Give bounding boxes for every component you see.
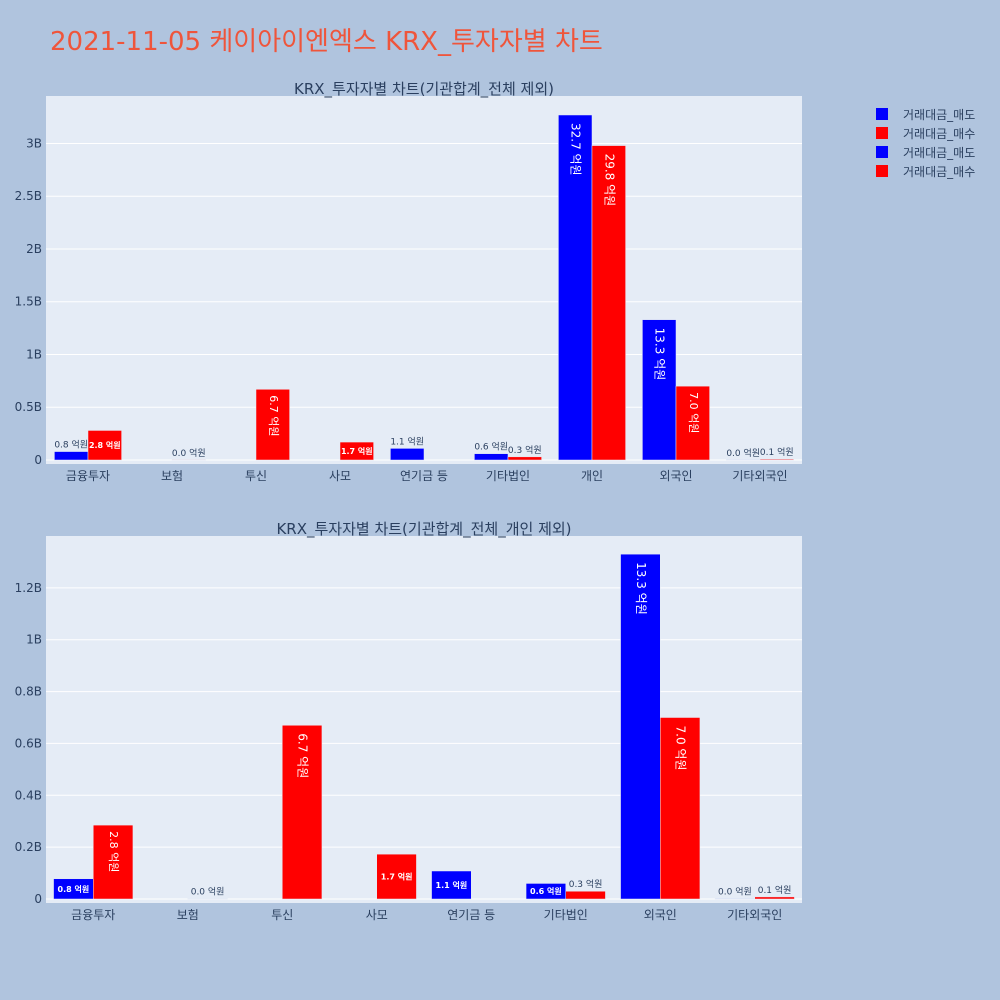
bar[interactable] [507,456,542,461]
bar[interactable] [431,870,472,900]
bar[interactable] [754,896,795,900]
data-label: 13.3 억원 [653,328,667,381]
legend-swatch [876,127,888,139]
data-label: 13.3 억원 [634,562,648,615]
legend-item-buy-2[interactable]: 거래대금_매수 [876,165,975,179]
data-label: 7.0 억원 [687,392,700,433]
data-label: 0.1 억원 [758,884,792,896]
x-tick-label: 투신 [245,469,267,483]
bar[interactable] [591,145,626,461]
data-label: 1.7 억원 [381,872,413,882]
legend-item-buy-1[interactable]: 거래대금_매수 [876,127,975,141]
bar[interactable] [620,553,661,900]
x-tick-label: 금융투자 [71,908,115,922]
y-tick-label: 0.5B [15,400,42,414]
bar[interactable] [714,898,755,900]
x-tick-label: 외국인 [659,469,692,483]
data-label: 0.3 억원 [508,444,542,456]
data-label: 0.1 억원 [760,446,794,458]
bar[interactable] [642,319,677,461]
data-label: 1.7 억원 [341,446,373,456]
x-tick-label: 투신 [271,908,293,922]
bar[interactable] [282,725,323,900]
data-label: 0.0 억원 [191,886,225,898]
x-tick-label: 기타법인 [544,908,588,922]
x-tick-label: 연기금 등 [400,469,448,483]
legend-item-sell-1[interactable]: 거래대금_매도 [876,108,975,122]
bar[interactable] [759,458,794,461]
x-tick-label: 금융투자 [66,469,110,483]
data-label: 0.0 억원 [172,447,206,459]
data-label: 0.0 억원 [718,885,752,897]
bar[interactable] [675,385,710,461]
y-tick-label: 2B [26,242,42,256]
y-tick-label: 1B [26,347,42,361]
x-tick-label: 기타법인 [486,469,530,483]
bar[interactable] [558,114,593,461]
data-label: 1.1 억원 [436,880,468,890]
data-label: 6.7 억원 [267,395,280,436]
x-tick-label: 기타외국인 [732,469,787,483]
data-label: 32.7 억원 [569,123,583,176]
bar[interactable] [474,453,509,461]
bar[interactable] [54,451,89,461]
y-tick-label: 2.5B [15,189,42,203]
legend-label: 거래대금_매도 [903,108,975,122]
data-label: 0.8 억원 [58,884,90,894]
page-title: 2021-11-05 케이아이엔엑스 KRX_투자자별 차트 [50,27,603,57]
data-label: 1.1 억원 [390,435,424,447]
legend: 거래대금_매도 거래대금_매수 거래대금_매도 거래대금_매수 [876,108,975,179]
legend-swatch [876,165,888,177]
y-tick-label: 0 [34,892,42,906]
y-tick-label: 0.4B [15,788,42,802]
data-label: 6.7 억원 [296,733,310,778]
x-tick-label: 기타외국인 [727,908,782,922]
data-label: 0.8 억원 [54,439,88,451]
x-tick-label: 보험 [161,469,183,483]
y-tick-label: 0.2B [15,840,42,854]
x-tick-label: 사모 [329,469,351,483]
bar[interactable] [660,717,701,900]
bar[interactable] [87,430,122,461]
legend-label: 거래대금_매수 [903,127,975,141]
legend-label: 거래대금_매도 [903,146,975,160]
data-label: 0.0 억원 [726,447,760,459]
y-tick-label: 1.2B [15,581,42,595]
y-tick-label: 0.8B [15,685,42,699]
bar[interactable] [376,853,417,900]
bar[interactable] [339,441,374,461]
legend-swatch [876,108,888,120]
data-label: 0.3 억원 [569,878,603,890]
data-label: 0.6 억원 [530,886,562,896]
bar[interactable] [93,824,134,900]
x-tick-label: 사모 [366,908,388,922]
y-tick-label: 0.6B [15,736,42,750]
x-tick-label: 외국인 [644,908,677,922]
y-tick-label: 1.5B [15,295,42,309]
data-label: 7.0 억원 [674,726,688,771]
data-label: 0.6 억원 [474,441,508,453]
legend-label: 거래대금_매수 [903,165,975,179]
y-tick-label: 0 [34,453,42,467]
data-label: 29.8 억원 [602,154,616,207]
chart-top: KRX_투자자별 차트(기관합계_전체 제외) 0 0.5B 1B 1.5B 2B 2.5B… [15,80,802,483]
x-tick-label: 보험 [177,908,199,922]
chart-title: KRX_투자자별 차트(기관합계_전체_개인 제외) [276,520,571,539]
bar[interactable] [255,389,290,461]
chart-title: KRX_투자자별 차트(기관합계_전체 제외) [294,80,554,99]
chart-bottom: KRX_투자자별 차트(기관합계_전체_개인 제외) 0 0.2B 0.4B 0.6B 0… [15,520,802,922]
data-label: 2.8 억원 [89,440,121,450]
legend-swatch [876,146,888,158]
bar[interactable] [565,890,606,900]
bar[interactable] [390,448,425,461]
y-tick-label: 1B [26,633,42,647]
x-tick-label: 개인 [581,469,603,483]
y-tick-label: 3B [26,136,42,150]
legend-item-sell-2[interactable]: 거래대금_매도 [876,146,975,160]
x-tick-label: 연기금 등 [447,908,495,922]
data-label: 2.8 억원 [107,831,120,872]
